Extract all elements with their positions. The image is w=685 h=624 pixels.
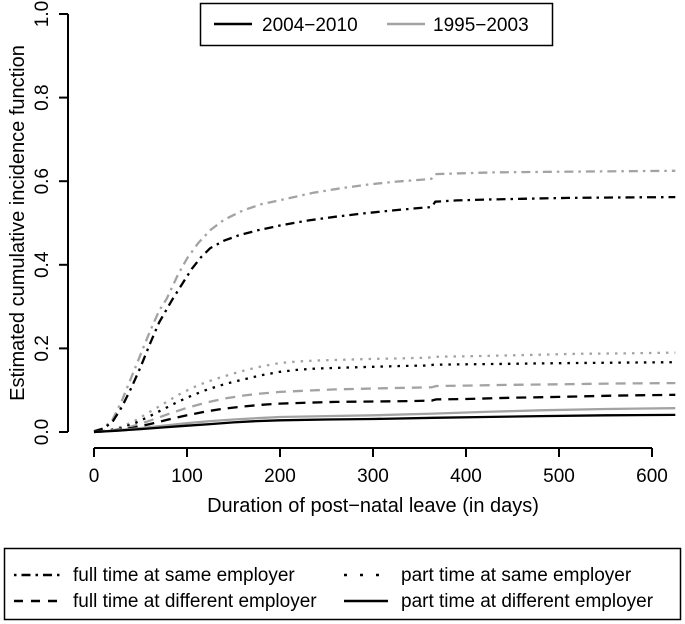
series-dashdot-2004-2010 bbox=[93, 195, 676, 433]
x-tick-label-500: 500 bbox=[543, 466, 575, 487]
legend-label-part-time-different-employer: part time at different employer bbox=[401, 591, 654, 612]
x-tick-label-100: 100 bbox=[171, 466, 203, 487]
y-tick-label-0.0: 0.0 bbox=[32, 419, 53, 445]
period-legend-label-2004-2010: 2004−2010 bbox=[262, 15, 358, 36]
series-dashed-1995-2003 bbox=[93, 381, 676, 434]
period-legend-label-1995-2003: 1995−2003 bbox=[433, 15, 529, 36]
y-tick-label-0.8: 0.8 bbox=[32, 84, 53, 110]
y-tick-label-0.2: 0.2 bbox=[32, 335, 53, 361]
axes: 0.0 0.2 0.4 0.6 0.8 1.0 0 100 200 300 400 500 600 bbox=[32, 1, 668, 487]
legend-label-part-time-same-employer: part time at same employer bbox=[401, 565, 632, 586]
x-tick-label-0: 0 bbox=[89, 466, 100, 487]
linetype-legend: full time at same employer full time at … bbox=[3, 547, 682, 621]
x-tick-label-300: 300 bbox=[357, 466, 389, 487]
series-solid-2004-2010 bbox=[93, 413, 676, 434]
legend-label-full-time-different-employer: full time at different employer bbox=[73, 591, 317, 612]
series-solid-1995-2003 bbox=[93, 407, 676, 434]
y-tick-label-1.0: 1.0 bbox=[32, 1, 53, 27]
x-tick-label-600: 600 bbox=[636, 466, 668, 487]
y-tick-label-0.6: 0.6 bbox=[32, 168, 53, 194]
series-dotted-2004-2010 bbox=[93, 361, 676, 434]
x-axis-title: Duration of post−natal leave (in days) bbox=[207, 495, 539, 517]
y-tick-label-0.4: 0.4 bbox=[32, 251, 53, 278]
series-dashed-2004-2010 bbox=[93, 393, 676, 434]
x-tick-label-200: 200 bbox=[264, 466, 296, 487]
x-tick-label-400: 400 bbox=[450, 466, 482, 487]
period-legend: 2004−2010 1995−2003 bbox=[199, 2, 554, 47]
period-legend-box bbox=[199, 2, 554, 47]
y-axis-title: Estimated cumulative incidence function bbox=[7, 45, 29, 401]
series-dotted-1995-2003 bbox=[93, 351, 676, 434]
linetype-legend-box bbox=[3, 547, 682, 621]
series-lines bbox=[93, 169, 676, 434]
legend-label-full-time-same-employer: full time at same employer bbox=[73, 565, 295, 586]
series-dashdot-1995-2003 bbox=[93, 169, 676, 433]
